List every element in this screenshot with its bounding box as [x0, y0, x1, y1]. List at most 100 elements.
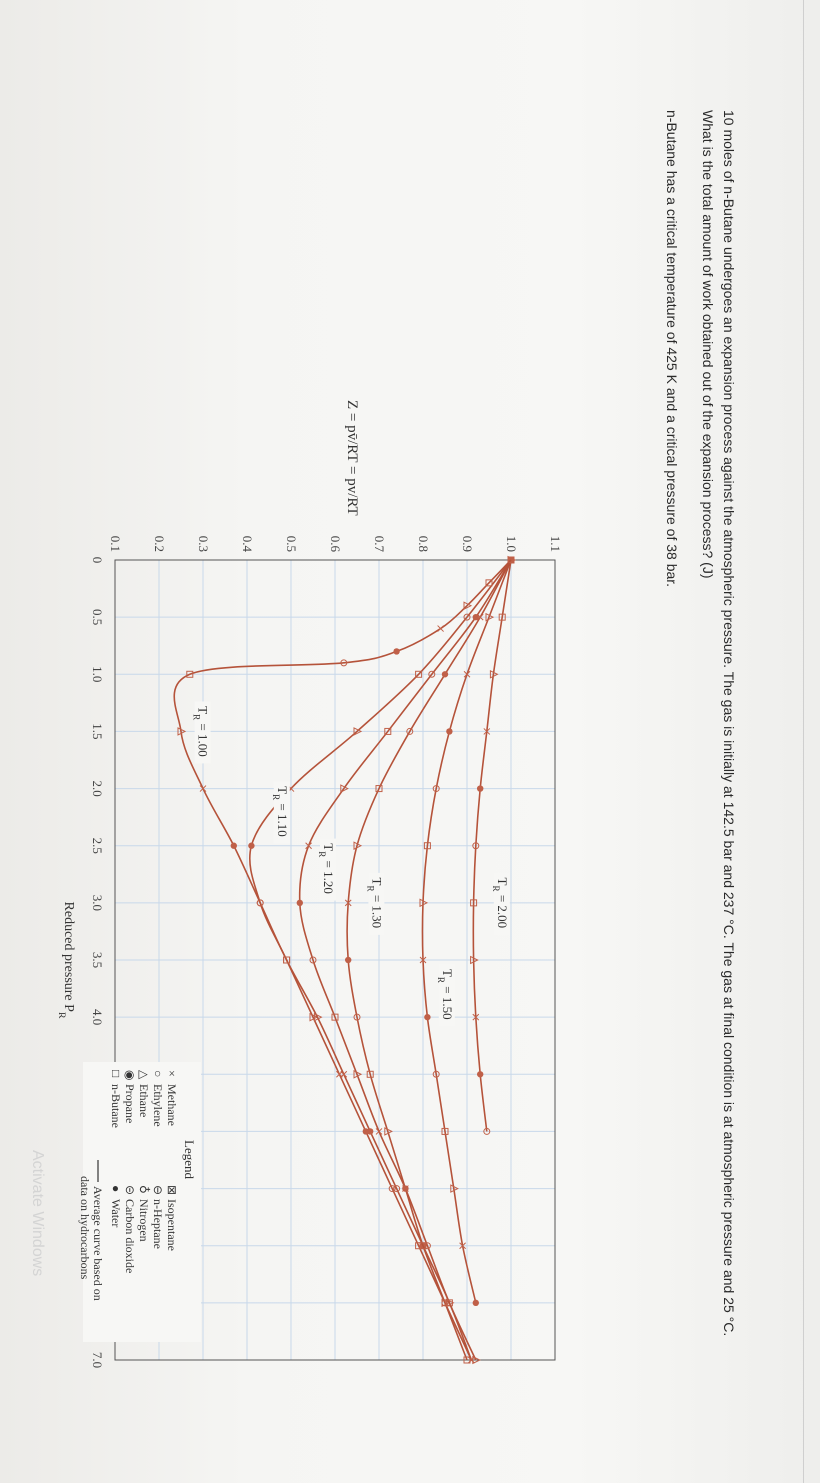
data-point — [384, 1127, 393, 1136]
data-point — [366, 1070, 374, 1078]
y-tick-label: 0.9 — [460, 536, 475, 552]
series-curve — [472, 559, 512, 1132]
data-point — [305, 842, 312, 850]
x-axis-label: Reduced pressure PR — [57, 902, 77, 1019]
x-tick-label: 2.5 — [90, 838, 105, 854]
series-curve — [298, 559, 512, 1361]
y-tick-label: 1.0 — [504, 536, 519, 552]
data-point — [463, 613, 471, 621]
data-point — [248, 842, 255, 849]
legend-marker: ⊖ — [151, 1185, 165, 1195]
legend-marker: △ — [137, 1070, 151, 1080]
data-point — [367, 1128, 374, 1135]
data-point — [345, 956, 352, 964]
data-point — [445, 1298, 455, 1308]
data-point — [485, 612, 495, 622]
curve-label-bg — [194, 701, 211, 764]
data-point — [406, 727, 414, 735]
data-point — [256, 899, 264, 907]
data-point — [459, 1242, 466, 1250]
y-tick-label: 1.1 — [548, 536, 563, 552]
legend-entry: Average curve based on — [91, 1186, 105, 1301]
data-point — [375, 785, 383, 793]
data-point — [313, 1012, 323, 1022]
x-tick-label: 0.5 — [90, 609, 105, 625]
legend-entry: Propane — [123, 1084, 137, 1123]
plot-frame — [114, 559, 556, 1361]
data-point — [419, 956, 427, 964]
x-tick-label: 4.0 — [90, 1009, 105, 1025]
legend-title: Legend — [182, 1140, 197, 1179]
x-tick-label: 1.5 — [90, 723, 105, 739]
data-point — [472, 842, 480, 850]
legend-marker: ♁ — [137, 1185, 151, 1194]
data-point — [340, 659, 348, 667]
data-point — [393, 648, 400, 655]
curve-label: TR = 1.50 — [436, 969, 455, 1020]
data-point — [296, 899, 303, 907]
data-point — [331, 1013, 339, 1021]
x-tick-label: 3.5 — [90, 952, 105, 968]
legend-entry: Isopentane — [165, 1199, 179, 1251]
data-point — [432, 1070, 440, 1078]
data-point — [483, 1127, 491, 1135]
y-tick-label: 0.7 — [372, 536, 387, 553]
data-point — [470, 899, 478, 907]
data-point — [419, 1242, 427, 1250]
data-point — [489, 669, 499, 679]
legend-marker: ⊝ — [123, 1185, 137, 1195]
activate-windows-watermark: Activate Windows — [29, 1150, 46, 1277]
data-point — [415, 1242, 423, 1250]
data-point — [485, 579, 493, 587]
x-tick-label: 7.0 — [90, 1352, 105, 1368]
data-point — [186, 670, 194, 678]
legend-entry: Ethane — [137, 1084, 151, 1117]
data-point — [283, 956, 291, 964]
legend-entry: n-Butane — [109, 1084, 123, 1128]
data-point — [384, 727, 392, 735]
data-point — [437, 625, 444, 632]
series-curve — [421, 559, 512, 1304]
curve-label-bg — [320, 838, 336, 901]
legend-entry: Methane — [165, 1084, 179, 1126]
x-tick-label: 0 — [90, 557, 105, 564]
data-point — [483, 728, 491, 735]
data-point — [344, 899, 352, 907]
y-tick-label: 0.2 — [152, 536, 167, 552]
data-point — [507, 556, 515, 564]
data-point — [353, 1069, 363, 1079]
data-point — [375, 1128, 383, 1135]
y-tick-label: 0.3 — [196, 536, 211, 552]
data-point — [472, 1299, 479, 1307]
y-tick-label: 0.5 — [284, 536, 299, 552]
curve-label: TR = 1.10 — [271, 786, 290, 837]
legend-marker: ○ — [151, 1070, 165, 1077]
y-tick-label: 0.8 — [416, 536, 431, 552]
legend-marker: ● — [109, 1185, 123, 1192]
x-tick-label: 1.0 — [90, 666, 105, 682]
legend-marker: □ — [109, 1070, 123, 1077]
series-curve — [346, 559, 512, 1361]
legend-entry: Carbon dioxide — [123, 1199, 137, 1273]
data-point — [441, 1127, 449, 1135]
data-point — [472, 1355, 481, 1365]
curve-label-bg — [273, 781, 290, 844]
data-point — [309, 956, 317, 964]
data-point — [446, 728, 453, 735]
data-point — [402, 1185, 409, 1192]
legend-entry: data on hydrocarbons — [78, 1176, 92, 1280]
curve-label-bg — [438, 964, 455, 1027]
legend-marker: ⊠ — [165, 1185, 179, 1195]
data-point — [340, 784, 349, 793]
data-point — [340, 1070, 348, 1078]
data-point — [393, 1185, 401, 1193]
data-point — [470, 955, 479, 965]
data-point — [428, 670, 436, 678]
data-point — [468, 1356, 475, 1364]
data-point — [199, 785, 207, 792]
data-point — [423, 842, 431, 850]
curve-label-bg — [368, 872, 385, 935]
